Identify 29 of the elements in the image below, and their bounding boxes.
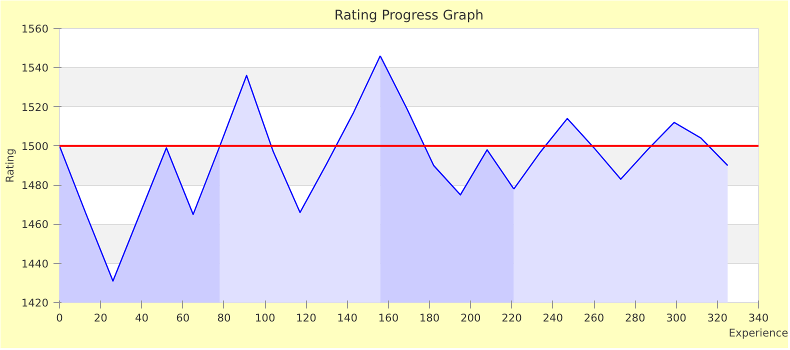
x-tick-label: 180 <box>419 312 440 324</box>
x-tick-label: 280 <box>624 312 646 324</box>
y-tick-label: 1460 <box>21 218 49 232</box>
x-tick-label: 160 <box>378 312 399 324</box>
x-tick-label: 80 <box>217 312 231 324</box>
x-tick-label: 140 <box>337 312 358 324</box>
x-tick-label: 0 <box>56 312 64 324</box>
y-tick-label: 1440 <box>21 257 49 270</box>
y-tick-label: 1500 <box>21 140 49 153</box>
x-tick-label: 260 <box>584 312 604 324</box>
x-tick-label: 320 <box>707 312 728 324</box>
y-tick-label: 1480 <box>21 179 49 192</box>
x-tick-label: 340 <box>748 312 769 324</box>
x-tick-label: 40 <box>134 312 149 324</box>
y-axis-title: Rating <box>3 148 16 183</box>
x-tick-label: 220 <box>502 312 522 324</box>
y-tick-label: 1420 <box>21 296 49 310</box>
x-tick-label: 120 <box>296 312 317 324</box>
x-axis-title: Experience <box>728 326 788 340</box>
y-tick-label: 1560 <box>21 22 49 36</box>
x-tick-label: 100 <box>254 312 276 324</box>
x-tick-label: 200 <box>460 312 482 324</box>
x-tick-label: 240 <box>542 312 564 324</box>
x-tick-label: 300 <box>666 312 687 324</box>
x-tick-label: 60 <box>176 312 190 324</box>
x-tick-label: 20 <box>94 312 108 324</box>
y-tick-label: 1520 <box>21 100 49 114</box>
chart-title: Rating Progress Graph <box>334 8 484 24</box>
y-tick-label: 1540 <box>21 62 49 75</box>
